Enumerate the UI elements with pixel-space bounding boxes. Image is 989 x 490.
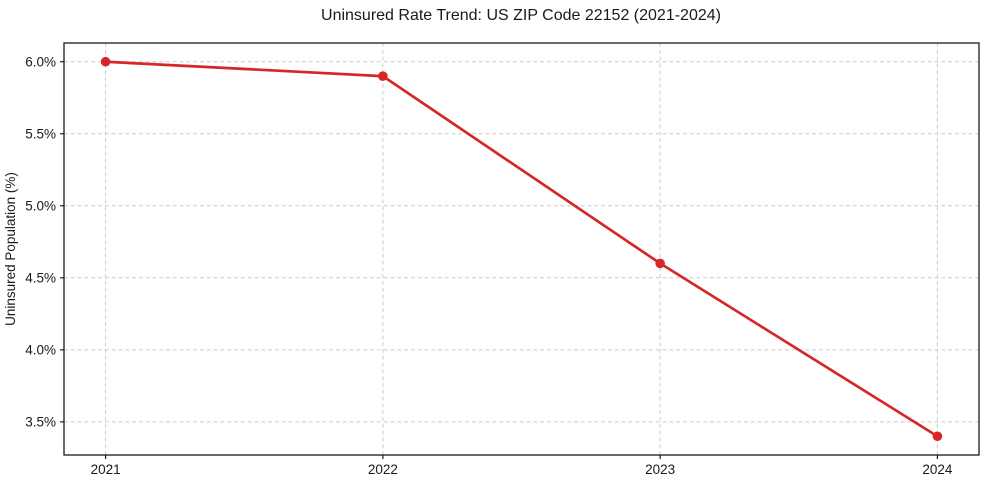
y-tick-label: 5.5%	[25, 126, 56, 141]
plot-border	[63, 42, 980, 456]
data-point-marker	[100, 56, 111, 67]
x-tick-label: 2023	[645, 462, 675, 477]
data-point-marker	[378, 71, 388, 81]
x-tick-label: 2024	[922, 462, 953, 477]
data-point-marker	[655, 258, 665, 269]
chart-title: Uninsured Rate Trend: US ZIP Code 22152 …	[321, 7, 721, 24]
y-tick-label: 3.5%	[25, 415, 56, 430]
plot-area: 3.5% 4.0% 4.5% 5.0% 5.5% 6.0% 2021 2022 2023 2024	[25, 42, 980, 477]
y-tick-label: 4.0%	[25, 343, 56, 358]
trend-line	[104, 60, 939, 438]
x-tick-label: 2021	[91, 462, 121, 477]
y-tick-label: 5.0%	[25, 199, 56, 214]
data-point-marker	[932, 431, 943, 442]
x-tick-label: 2022	[368, 462, 398, 477]
y-tick-label: 4.5%	[25, 271, 56, 286]
y-axis-label: Uninsured Population (%)	[3, 172, 18, 326]
y-tick-label: 6.0%	[25, 54, 56, 69]
